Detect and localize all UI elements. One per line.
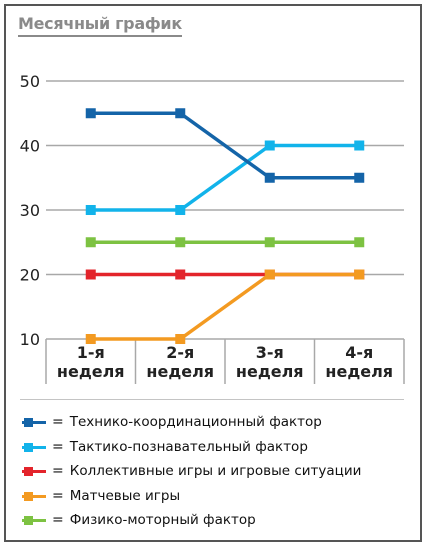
legend-label: Физико-моторный фактор <box>69 512 256 529</box>
series-layer <box>85 108 365 344</box>
data-point <box>264 237 275 248</box>
data-point <box>354 172 365 183</box>
x-tick-label: 1-я <box>77 343 105 362</box>
y-axis-ticks: 10 20 30 40 50 <box>20 72 40 349</box>
legend-equals: = <box>52 438 64 455</box>
series-line <box>90 111 360 180</box>
legend-label: Матчевые игры <box>69 487 181 504</box>
y-tick-label: 50 <box>20 72 40 91</box>
y-tick-label: 30 <box>20 201 40 220</box>
data-point <box>175 334 186 344</box>
data-point <box>175 205 186 215</box>
y-tick-label: 40 <box>20 137 40 156</box>
data-point <box>264 269 275 280</box>
legend-swatch <box>22 418 46 428</box>
y-tick-label: 20 <box>20 266 40 285</box>
legend-item: = Матчевые игры <box>22 484 412 509</box>
x-tick-label: неделя <box>57 362 125 381</box>
x-tick-label: 4-я <box>345 343 373 362</box>
y-tick-label: 10 <box>20 330 40 349</box>
data-point <box>264 140 275 151</box>
x-tick-label: 2-я <box>166 343 194 362</box>
legend-equals: = <box>52 463 64 480</box>
legend-item: = Коллективные игры и игровые ситуации <box>22 459 412 484</box>
chart-title: Месячный график <box>18 14 182 37</box>
legend-label: Технико-координационный фактор <box>69 414 322 431</box>
legend: = Технико-координационный фактор = Такти… <box>22 410 412 533</box>
x-tick-label: неделя <box>236 362 304 381</box>
data-point <box>85 334 96 344</box>
x-tick-label: неделя <box>325 362 393 381</box>
data-point <box>175 108 186 119</box>
legend-label: Тактико-познавательный фактор <box>69 438 308 455</box>
data-point <box>175 237 186 248</box>
legend-item: = Технико-координационный фактор <box>22 410 412 435</box>
data-point <box>85 237 96 248</box>
legend-swatch <box>22 467 46 477</box>
series-line <box>90 143 360 212</box>
data-point <box>354 140 365 151</box>
legend-item: = Тактико-познавательный фактор <box>22 435 412 460</box>
data-point <box>85 108 96 119</box>
legend-equals: = <box>52 487 64 504</box>
legend-equals: = <box>52 414 64 431</box>
data-point <box>354 269 365 280</box>
legend-equals: = <box>52 512 64 529</box>
x-tick-label: неделя <box>146 362 214 381</box>
legend-label: Коллективные игры и игровые ситуации <box>69 463 362 480</box>
series-line <box>90 272 360 341</box>
data-point <box>175 269 186 280</box>
data-point <box>85 269 96 280</box>
legend-swatch <box>22 516 46 526</box>
x-tick-label: 3-я <box>256 343 284 362</box>
legend-swatch <box>22 491 46 501</box>
data-point <box>264 172 275 183</box>
data-point <box>354 237 365 248</box>
data-point <box>85 205 96 215</box>
legend-swatch <box>22 442 46 452</box>
legend-item: = Физико-моторный фактор <box>22 508 412 533</box>
